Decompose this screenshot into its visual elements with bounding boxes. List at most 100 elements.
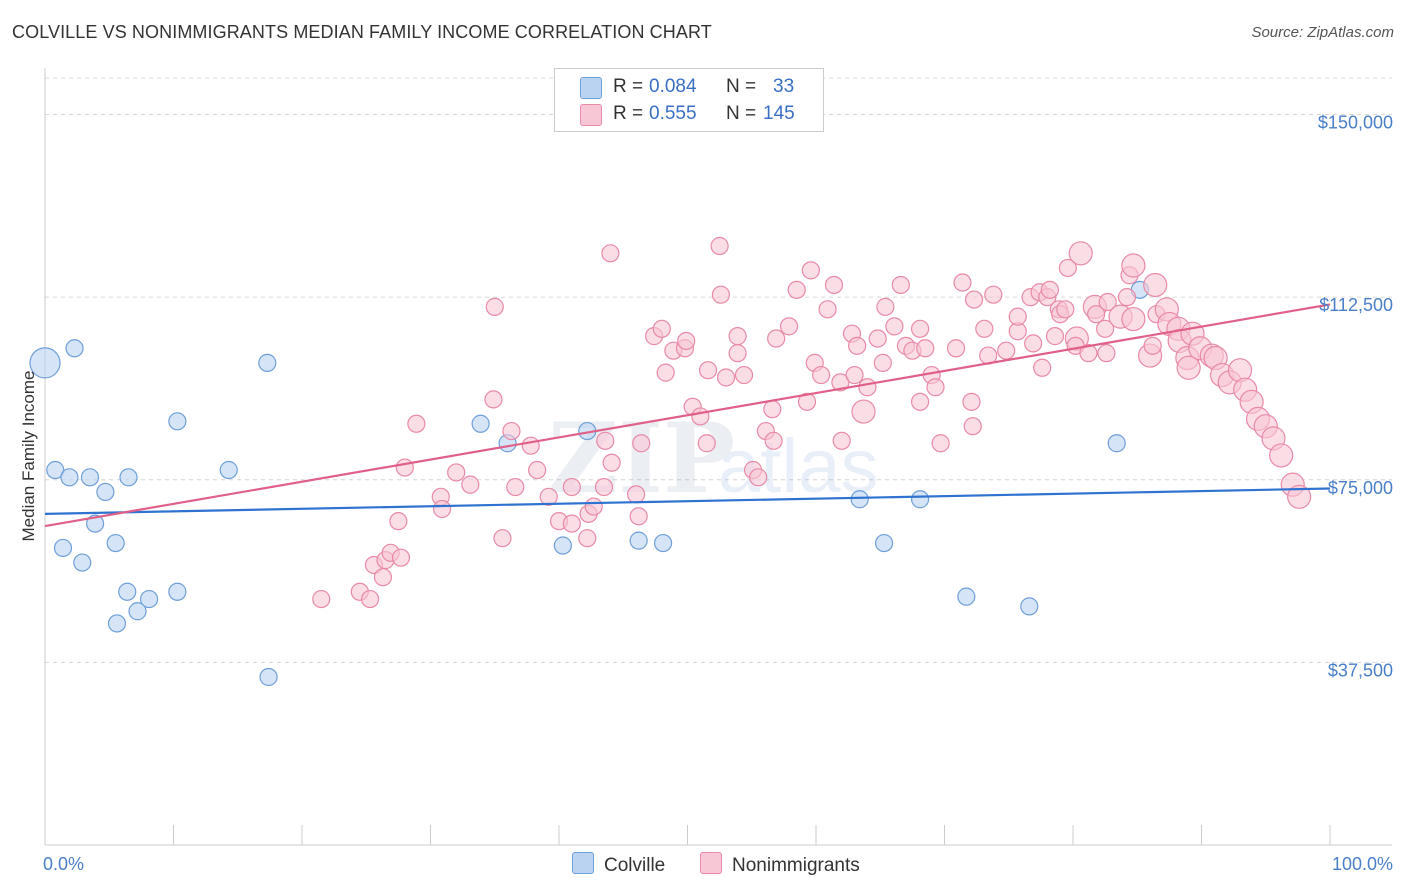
nonimmigrants-point [1045,327,1065,346]
nonimmigrants-point [975,319,994,338]
nonimmigrants-point [891,275,910,295]
nonimmigrants-point [1097,344,1116,363]
nonimmigrants-point [1058,258,1077,278]
series-legend: Colville Nonimmigrants [0,852,1406,878]
colville-trend-line [44,487,1331,515]
legend-item-nonimmigrants: Nonimmigrants [700,852,860,877]
nonimmigrants-point [716,368,736,387]
nonimmigrants-point [1121,253,1146,278]
colville-point [1107,434,1126,453]
nonimmigrants-point [562,477,581,497]
nonimmigrants-point [521,436,540,455]
nonimmigrants-point [485,297,504,316]
nonimmigrants-point [812,365,831,385]
nonimmigrants-point [734,365,754,385]
nonimmigrants-point [656,363,675,382]
source-label: Source: ZipAtlas.com [1251,24,1394,41]
colville-point [553,536,572,555]
colville-point [46,460,65,480]
tick-labels: $37,500 $75,000 $112,500 $150,000 0.0% 100.0% [43,113,1393,874]
y-tick-label: $75,000 [1328,478,1393,498]
nonimmigrants-point [749,468,768,487]
colville-point [60,468,79,487]
nonimmigrants-point [1068,241,1093,266]
nonimmigrants-point [395,458,414,477]
legend-n-label: N = [726,103,757,124]
nonimmigrants-point [594,477,614,497]
colville-point [29,347,61,379]
nonimmigrants-point [1040,280,1059,299]
nonimmigrants-point [964,290,984,309]
nonimmigrants-point [312,589,331,609]
colville-point [629,531,648,550]
legend-n-value: 145 [763,103,795,124]
nonimmigrants-point [602,453,621,472]
nonimmigrants-point [389,512,408,531]
y-tick-label: $150,000 [1318,113,1393,133]
colville-point [219,460,238,480]
nonimmigrants-point [710,236,729,256]
nonimmigrants-point [1143,336,1162,355]
nonimmigrants-point [407,414,426,433]
nonimmigrants-point [851,399,876,424]
chart-title: COLVILLE VS NONIMMIGRANTS MEDIAN FAMILY … [12,22,712,42]
nonimmigrants-point [632,434,651,453]
nonimmigrants-point [797,392,817,411]
nonimmigrants-point [432,499,452,519]
legend-n-value: 33 [773,76,795,97]
colville-point [107,614,127,633]
nonimmigrants-point [1087,305,1106,324]
trend-lines [44,303,1331,528]
nonimmigrants-point [493,529,512,548]
nonimmigrants-swatch [700,852,722,874]
nonimmigrants-point [711,285,731,304]
nonimmigrants-point [539,487,558,506]
nonimmigrants-point [506,477,525,497]
nonimmigrants-point [910,319,930,338]
nonimmigrants-point [728,327,747,346]
colville-point [850,490,869,509]
nonimmigrants-point [562,514,581,533]
nonimmigrants-point [1098,292,1117,312]
legend-r-value: 0.084 [649,76,697,97]
nonimmigrants-point [953,273,972,292]
nonimmigrants-point [1176,355,1201,380]
nonimmigrants-point [984,285,1003,304]
nonimmigrants-point [832,431,851,450]
colville-point [106,533,125,553]
nonimmigrants-point [697,434,716,453]
y-axis-label: Median Family Income [19,370,38,541]
nonimmigrants-point [1269,443,1294,468]
colville-point [128,602,147,621]
nonimmigrants-point [858,378,877,397]
colville-point [875,533,894,553]
nonimmigrants-swatch [580,104,602,126]
nonimmigrants-point [652,319,671,338]
colville-point [910,490,930,509]
legend-item-colville: Colville [572,852,665,877]
nonimmigrants-point [1287,484,1312,509]
nonimmigrants-point [845,365,864,385]
nonimmigrants-point [596,431,615,450]
colville-swatch [580,77,602,99]
colville-point [168,582,187,601]
nonimmigrants-point [1096,319,1115,338]
nonimmigrants-point [910,392,930,411]
nonimmigrants-point [361,589,380,609]
nonimmigrants-point [848,336,867,355]
legend-colville-label: Colville [604,855,666,876]
legend-row-colville: R = 0.084 N = 33 [555,74,823,100]
x-tick-label: 0.0% [43,854,84,874]
nonimmigrants-point [578,529,597,548]
colville-point [80,468,100,487]
nonimmigrants-point [801,261,820,280]
colville-swatch [572,852,594,874]
legend-r-label: R = [613,76,644,97]
nonimmigrants-point [962,392,981,411]
colville-point [65,339,84,358]
colville-point [119,468,138,487]
colville-point [139,589,159,609]
colville-point [258,353,277,372]
colville-point [53,538,73,558]
